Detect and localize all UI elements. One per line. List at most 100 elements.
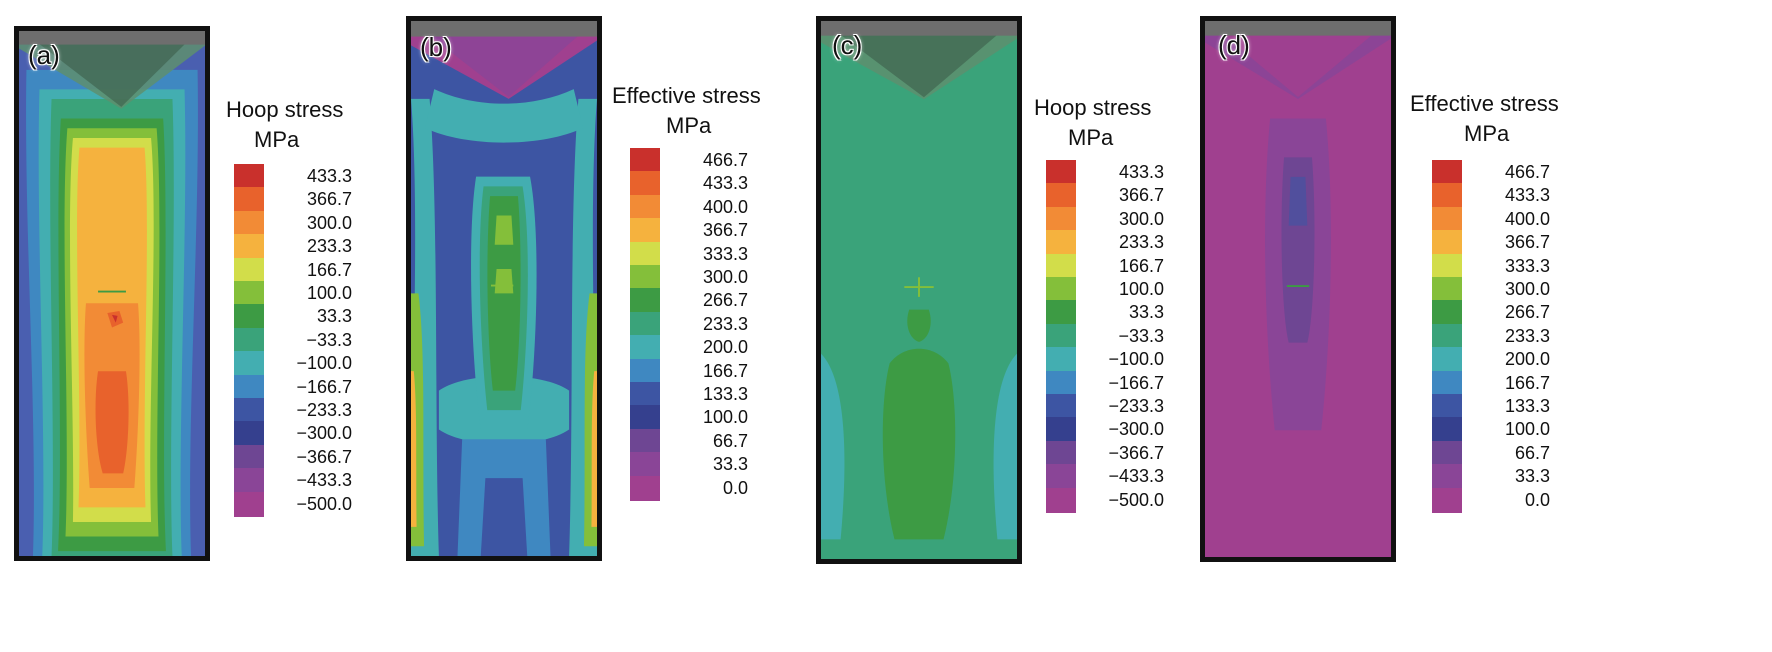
legend-swatch (1046, 300, 1076, 326)
contour-svg-d (1205, 21, 1391, 557)
legend-value: −33.3 (306, 329, 352, 350)
legend-row: −100.0 (234, 351, 352, 377)
legend-value: −433.3 (1108, 466, 1164, 487)
legend-value: −233.3 (1108, 396, 1164, 416)
legend-value: 100.0 (702, 407, 748, 428)
legend-row: 166.7 (1046, 253, 1164, 279)
legend-row: 233.3 (630, 311, 748, 337)
legend-row: 33.3 (1432, 464, 1550, 490)
legend-row: 166.7 (630, 358, 748, 384)
legend-row: 0.0 (1432, 487, 1550, 513)
legend-value: −500.0 (1108, 489, 1164, 510)
legend-row: −366.7 (234, 444, 352, 470)
legend-value: 0.0 (1524, 489, 1550, 510)
legend-value: 233.3 (1118, 232, 1164, 253)
contour-svg-a (19, 31, 205, 556)
legend-swatch (234, 374, 264, 400)
legend-swatch (1046, 230, 1076, 256)
legend-unit-b: MPa (666, 113, 712, 138)
legend-value: −300.0 (1108, 419, 1164, 440)
legend-swatch (1432, 230, 1462, 256)
legend-swatch (630, 171, 660, 197)
legend-value: −433.3 (296, 470, 352, 491)
legend-swatch (1046, 206, 1076, 232)
legend-swatch (630, 428, 660, 454)
legend-swatch (1046, 440, 1076, 466)
legend-value: 433.3 (1504, 185, 1550, 206)
legend-row: −500.0 (1046, 487, 1164, 513)
legend-value: 433.3 (702, 173, 748, 194)
legend-value: 333.3 (702, 243, 748, 264)
legend-value: 400.0 (1504, 208, 1550, 229)
legend-title-b: Effective stress (612, 83, 761, 108)
legend-swatch (1432, 487, 1462, 513)
legend-value: 33.3 (316, 306, 352, 327)
legend-value: −500.0 (296, 493, 352, 514)
legend-row: 33.3 (234, 304, 352, 330)
legend-row: 233.3 (1432, 323, 1550, 349)
legend-value: 300.0 (306, 212, 352, 233)
legend-row: 100.0 (1046, 277, 1164, 302)
legend-row: 66.7 (1432, 440, 1550, 466)
contour-svg-c (821, 21, 1017, 559)
legend-swatch (1432, 347, 1462, 373)
legend-swatch (1432, 464, 1462, 490)
legend-row: 466.7 (1432, 160, 1550, 185)
legend-swatch (630, 288, 660, 314)
legend-value: 366.7 (1118, 185, 1164, 206)
legend-swatch (234, 164, 264, 189)
contour-svg-b (411, 21, 597, 556)
legend-value: 166.7 (702, 360, 748, 381)
legend-value: 366.7 (1504, 232, 1550, 253)
legend-swatch (1432, 323, 1462, 349)
legend-row: 433.3 (1432, 183, 1550, 209)
panel-label-d: (d) (1218, 30, 1250, 60)
legend-value: 100.0 (1504, 419, 1550, 440)
legend-value: 300.0 (1504, 279, 1550, 299)
legend-row: 133.3 (630, 382, 748, 407)
legend-row: −233.3 (234, 398, 352, 423)
legend-value: 166.7 (306, 259, 352, 280)
legend-swatch (234, 468, 264, 494)
legend-swatch (1046, 487, 1076, 513)
legend-swatch (1432, 440, 1462, 466)
legend-value: −100.0 (296, 353, 352, 374)
legend-swatch (1432, 160, 1462, 185)
legend-value: 166.7 (1118, 255, 1164, 276)
legend-row: 466.7 (630, 148, 748, 173)
legend-value: 233.3 (306, 236, 352, 257)
legend-row: 300.0 (630, 265, 748, 290)
legend-row: 366.7 (1046, 183, 1164, 209)
panel-label-c: (c) (832, 30, 863, 60)
legend-row: 366.7 (630, 218, 748, 244)
legend-swatch (630, 475, 660, 501)
legend-value: −366.7 (1108, 442, 1164, 463)
legend-value: 100.0 (306, 283, 352, 303)
legend-swatch (1046, 370, 1076, 396)
legend-swatch (1046, 253, 1076, 279)
legend-value: 133.3 (1504, 396, 1550, 416)
legend-row: −33.3 (1046, 323, 1164, 349)
legend-swatch (1046, 183, 1076, 209)
legend-value: 33.3 (712, 454, 748, 475)
legend-value: 33.3 (1514, 466, 1550, 487)
legend-row: −300.0 (234, 421, 352, 447)
legend-swatch (630, 405, 660, 431)
legend-swatch (234, 187, 264, 213)
legend-value: 266.7 (1504, 302, 1550, 323)
legend-unit-a: MPa (254, 127, 300, 152)
legend-value: 233.3 (702, 313, 748, 334)
legend-value: −233.3 (296, 400, 352, 420)
legend-swatch (234, 351, 264, 377)
legend-value: −300.0 (296, 423, 352, 444)
legend-row: 333.3 (630, 241, 748, 267)
legend-swatch (234, 398, 264, 423)
legend-row: 433.3 (1046, 160, 1164, 185)
legend-swatch (1432, 370, 1462, 396)
legend-value: −166.7 (1108, 372, 1164, 393)
legend-row: 300.0 (1046, 206, 1164, 232)
legend-row: 233.3 (1046, 230, 1164, 256)
legend-title-a: Hoop stress (226, 97, 344, 122)
legend-title-d: Effective stress (1410, 91, 1559, 116)
legend-swatch (630, 241, 660, 267)
